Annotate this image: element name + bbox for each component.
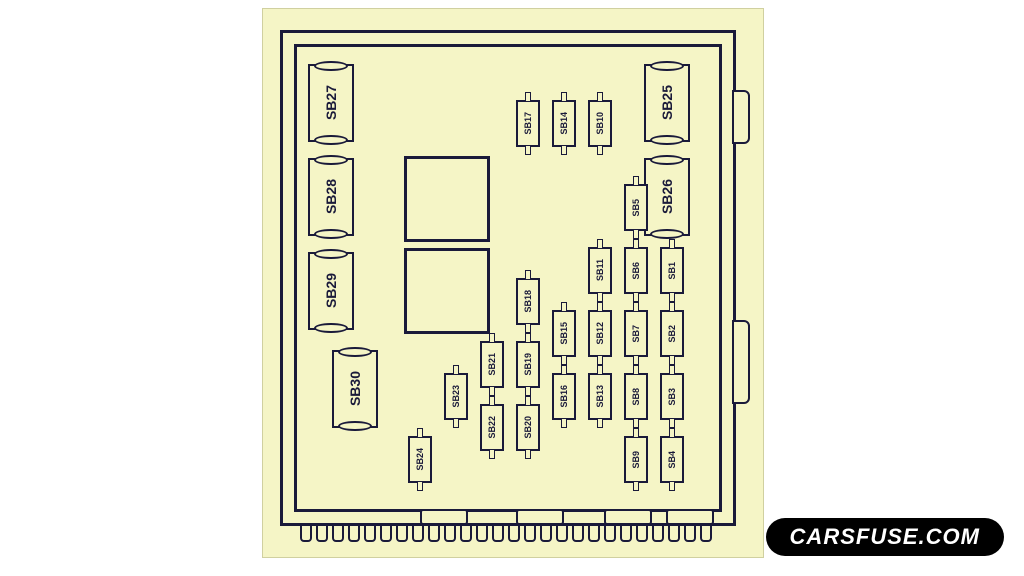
large-fuse-sb30: SB30	[332, 350, 378, 428]
fuse-label: SB20	[523, 416, 533, 439]
fuse-label: SB12	[595, 322, 605, 345]
connector-pin	[476, 524, 488, 542]
small-fuse-sb12: SB12	[588, 310, 612, 357]
small-fuse-sb2: SB2	[660, 310, 684, 357]
connector-pin	[668, 524, 680, 542]
small-fuse-sb21: SB21	[480, 341, 504, 388]
connector-pin	[492, 524, 504, 542]
connector-pin	[556, 524, 568, 542]
fuse-label: SB15	[559, 322, 569, 345]
connector-pin	[604, 524, 616, 542]
fuse-label: SB24	[415, 448, 425, 471]
connector-3	[604, 509, 652, 525]
connector-pin	[332, 524, 344, 542]
small-fuse-sb15: SB15	[552, 310, 576, 357]
connector-2	[516, 509, 564, 525]
mounting-tab-1	[732, 90, 750, 144]
small-fuse-sb19: SB19	[516, 341, 540, 388]
connector-pin	[588, 524, 600, 542]
connector-pin	[684, 524, 696, 542]
large-fuse-sb26: SB26	[644, 158, 690, 236]
small-fuse-sb14: SB14	[552, 100, 576, 147]
connector-pin	[508, 524, 520, 542]
fuse-label: SB8	[631, 388, 641, 406]
small-fuse-sb22: SB22	[480, 404, 504, 451]
connector-pin	[364, 524, 376, 542]
fuse-label: SB5	[631, 199, 641, 217]
connector-pin	[460, 524, 472, 542]
connector-pin	[444, 524, 456, 542]
large-fuse-sb28: SB28	[308, 158, 354, 236]
fuse-label: SB27	[323, 85, 339, 120]
connector-pin	[540, 524, 552, 542]
connector-pin	[316, 524, 328, 542]
fuse-label: SB16	[559, 385, 569, 408]
small-fuse-sb1: SB1	[660, 247, 684, 294]
small-fuse-sb17: SB17	[516, 100, 540, 147]
small-fuse-sb5: SB5	[624, 184, 648, 231]
small-fuse-sb13: SB13	[588, 373, 612, 420]
small-fuse-sb18: SB18	[516, 278, 540, 325]
small-fuse-sb11: SB11	[588, 247, 612, 294]
fuse-label: SB30	[347, 371, 363, 406]
connector-pin	[300, 524, 312, 542]
small-fuse-sb6: SB6	[624, 247, 648, 294]
fuse-label: SB25	[659, 85, 675, 120]
connector-pin	[396, 524, 408, 542]
connector-4	[666, 509, 714, 525]
small-fuse-sb10: SB10	[588, 100, 612, 147]
connector-pin	[700, 524, 712, 542]
fuse-label: SB1	[667, 262, 677, 280]
fuse-label: SB17	[523, 112, 533, 135]
small-fuse-sb24: SB24	[408, 436, 432, 483]
small-fuse-sb8: SB8	[624, 373, 648, 420]
fuse-label: SB6	[631, 262, 641, 280]
connector-pin	[412, 524, 424, 542]
fuse-label: SB26	[659, 179, 675, 214]
small-fuse-sb3: SB3	[660, 373, 684, 420]
fuse-label: SB7	[631, 325, 641, 343]
fuse-label: SB14	[559, 112, 569, 135]
connector-pin	[652, 524, 664, 542]
connector-pin	[524, 524, 536, 542]
small-fuse-sb7: SB7	[624, 310, 648, 357]
connector-pin	[572, 524, 584, 542]
connector-pin	[348, 524, 360, 542]
fuse-label: SB11	[595, 259, 605, 281]
connector-pin	[428, 524, 440, 542]
mounting-tab-2	[732, 320, 750, 404]
fuse-label: SB4	[667, 451, 677, 469]
small-fuse-sb23: SB23	[444, 373, 468, 420]
fuse-label: SB13	[595, 385, 605, 408]
small-fuse-sb9: SB9	[624, 436, 648, 483]
connector-1	[420, 509, 468, 525]
relay-2	[404, 248, 490, 334]
fuse-label: SB22	[487, 416, 497, 439]
fuse-label: SB23	[451, 385, 461, 408]
large-fuse-sb29: SB29	[308, 252, 354, 330]
fuse-label: SB2	[667, 325, 677, 343]
fuse-label: SB29	[323, 273, 339, 308]
small-fuse-sb4: SB4	[660, 436, 684, 483]
connector-pin	[380, 524, 392, 542]
fuse-label: SB9	[631, 451, 641, 469]
fuse-label: SB18	[523, 290, 533, 313]
fuse-label: SB19	[523, 353, 533, 376]
watermark-logo: CARSFUSE.COM	[766, 518, 1004, 556]
large-fuse-sb25: SB25	[644, 64, 690, 142]
fuse-label: SB10	[595, 112, 605, 135]
fuse-label: SB28	[323, 179, 339, 214]
connector-pin	[636, 524, 648, 542]
fuse-label: SB3	[667, 388, 677, 406]
large-fuse-sb27: SB27	[308, 64, 354, 142]
small-fuse-sb20: SB20	[516, 404, 540, 451]
relay-1	[404, 156, 490, 242]
connector-pin	[620, 524, 632, 542]
fuse-label: SB21	[487, 353, 497, 376]
small-fuse-sb16: SB16	[552, 373, 576, 420]
